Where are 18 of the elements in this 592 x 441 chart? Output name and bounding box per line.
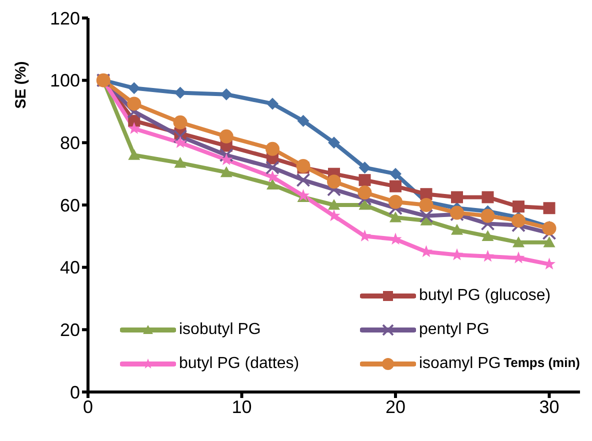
legend-label: isoamyl PG — [419, 355, 501, 373]
y-tick-label: 0 — [70, 382, 80, 402]
y-tick-label: 60 — [60, 195, 80, 216]
legend-label: isobutyl PG — [179, 321, 261, 339]
y-tick-label: 40 — [60, 258, 80, 278]
x-tick-label: 10 — [232, 396, 252, 417]
legend-label: pentyl PG — [419, 321, 490, 339]
legend-label: butyl PG (glucose) — [419, 287, 551, 305]
y-axis-title: SE (%) — [12, 61, 30, 109]
legend-label: butyl PG (dattes) — [179, 355, 300, 373]
y-tick-label: 20 — [60, 320, 80, 340]
y-tick-label: 120 — [50, 8, 80, 28]
x-tick-label: 0 — [82, 396, 94, 417]
y-tick-label: 80 — [60, 133, 80, 154]
y-tick-label: 100 — [50, 70, 80, 91]
x-tick-label: 30 — [539, 396, 560, 417]
x-axis-title: Temps (min) — [504, 355, 580, 370]
x-tick-label: 20 — [385, 396, 406, 417]
